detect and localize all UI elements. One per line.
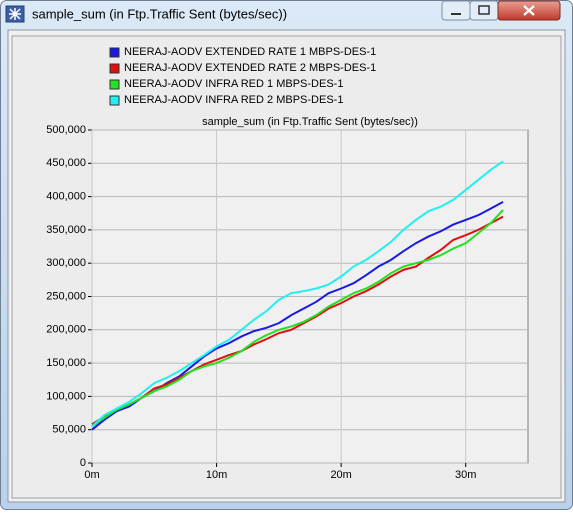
- y-tick-label: 150,000: [46, 357, 86, 369]
- legend-swatch: [109, 63, 120, 74]
- series-line: [91, 209, 504, 428]
- y-tick-label: 200,000: [46, 324, 86, 336]
- legend-swatch: [109, 95, 120, 106]
- x-tick-label: 30m: [455, 469, 476, 481]
- y-tick-label: 250,000: [46, 290, 86, 302]
- minimize-button[interactable]: [441, 0, 471, 21]
- close-glyph: [523, 5, 535, 16]
- legend-label: NEERAJ-AODV INFRA RED 1 MBPS-DES-1: [124, 78, 343, 90]
- y-tick-label: 450,000: [46, 157, 86, 169]
- legend-label: NEERAJ-AODV INFRA RED 2 MBPS-DES-1: [124, 94, 343, 106]
- y-tick-label: 300,000: [46, 257, 86, 269]
- x-tick-label: 10m: [206, 469, 227, 481]
- x-tick-label: 0m: [84, 469, 99, 481]
- legend-swatch: [109, 79, 120, 90]
- y-tick-label: 100,000: [46, 390, 86, 402]
- chart-title: sample_sum (in Ftp.Traffic Sent (bytes/s…: [202, 116, 418, 128]
- y-tick-label: 0: [80, 457, 86, 469]
- legend-label: NEERAJ-AODV EXTENDED RATE 1 MBPS-DES-1: [124, 46, 376, 58]
- window-title: sample_sum (in Ftp.Traffic Sent (bytes/s…: [32, 6, 287, 21]
- maximize-glyph: [478, 5, 490, 15]
- app-icon-glyph: [9, 8, 21, 20]
- y-tick-label: 500,000: [46, 124, 86, 136]
- series-line: [91, 160, 504, 428]
- series-line: [91, 215, 504, 426]
- y-tick-label: 350,000: [46, 224, 86, 236]
- legend-label: NEERAJ-AODV EXTENDED RATE 2 MBPS-DES-1: [124, 62, 376, 74]
- x-tick-label: 20m: [330, 469, 351, 481]
- legend-swatch: [109, 47, 120, 58]
- y-tick-label: 50,000: [52, 424, 86, 436]
- y-tick-label: 400,000: [46, 191, 86, 203]
- maximize-button[interactable]: [469, 0, 499, 21]
